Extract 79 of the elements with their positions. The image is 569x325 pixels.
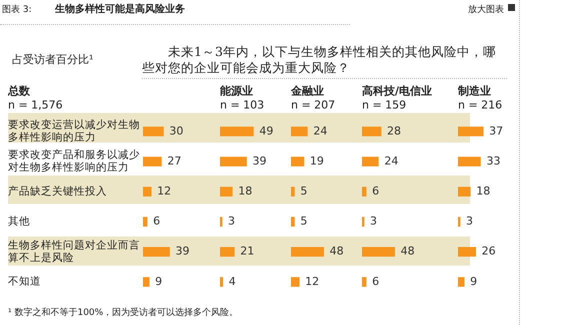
bar [362, 126, 382, 136]
bar [143, 247, 170, 257]
bar [291, 277, 300, 287]
text: 总数 [7, 84, 31, 98]
bar [291, 126, 308, 136]
text: 图表 3: [2, 4, 32, 16]
y-tick-label: 其他 [8, 214, 30, 228]
data-label: 3 [466, 214, 474, 228]
data-label: 24 [313, 124, 328, 138]
chart-subtitle: n = 207 [291, 98, 336, 112]
data-label: 24 [384, 154, 398, 168]
bar [362, 247, 395, 257]
bar [458, 156, 481, 166]
bar [143, 277, 150, 287]
data-label: 9 [155, 274, 162, 288]
data-label: 4 [228, 274, 236, 288]
data-label: 27 [167, 154, 182, 168]
bar [143, 156, 162, 166]
y-tick-label: 要求改变产品和服务以减少对生物多样性影响的压力 [8, 148, 140, 174]
text: 放大图表 [468, 4, 504, 16]
y-tick-label: 不知道 [8, 276, 41, 288]
data-label: 49 [259, 124, 274, 138]
y-tick-label: 要求改变运营以减少对生物多样性影响的压力 [8, 118, 140, 144]
data-label: 3 [228, 214, 236, 228]
data-label: 37 [489, 124, 504, 138]
text: n = 1,576 [8, 98, 63, 112]
bar [291, 186, 295, 196]
data-label: 19 [310, 154, 324, 168]
data-label: 39 [252, 154, 267, 168]
data-label: 9 [470, 274, 478, 288]
bar [220, 247, 235, 257]
data-label: 6 [372, 274, 380, 288]
y-tick-label: 生物多样性问题对企业而言算不上是风险 [8, 238, 140, 264]
data-label: 12 [157, 184, 172, 198]
bar [362, 277, 366, 287]
bar [291, 156, 304, 166]
bar [362, 156, 379, 166]
data-label: 48 [400, 244, 415, 258]
data-label: 5 [300, 214, 308, 228]
data-label: 33 [486, 154, 500, 168]
bar [143, 186, 152, 196]
bar [458, 126, 484, 136]
chart-subtitle: n = 216 [458, 98, 502, 112]
data-label: 18 [476, 184, 490, 198]
text: 占受访者百分比¹ [12, 52, 94, 67]
data-label: 30 [169, 124, 184, 138]
bar [220, 156, 247, 166]
bar [220, 126, 254, 136]
bar [291, 247, 324, 257]
data-label: 6 [153, 214, 160, 228]
data-label: 48 [330, 244, 344, 258]
chart-title: 制造业 [457, 84, 491, 98]
text: 生物多样性可能是高风险业务 [55, 2, 185, 16]
text: ¹ 数字之和不等于100%，因为受访者可以选择多个风险。 [8, 306, 238, 319]
data-label: 12 [305, 274, 320, 288]
bar [143, 216, 148, 227]
chart-subtitle: n = 103 [220, 98, 264, 112]
chart-subtitle: n = 159 [362, 98, 406, 112]
data-label: 28 [387, 124, 402, 138]
data-label: 18 [238, 184, 252, 198]
data-label: 3 [370, 214, 378, 228]
chart-title: 能源业 [220, 84, 253, 98]
data-label: 39 [176, 244, 190, 258]
y-tick-label: 产品缺乏关键性投入 [8, 184, 107, 198]
bar [458, 247, 476, 257]
bar [362, 186, 366, 196]
bar [143, 126, 164, 136]
bar [291, 216, 295, 227]
bar [458, 277, 464, 287]
chart-title: 金融业 [290, 84, 324, 98]
data-label: 21 [240, 244, 254, 258]
data-label: 5 [300, 184, 308, 198]
text: 未来1～3年内，以下与生物多样性相关的其他风险中，哪些对您的企业可能会成为重大风险？ [142, 44, 497, 76]
data-label: 26 [482, 244, 496, 258]
bar [220, 277, 224, 287]
bar [220, 186, 233, 196]
data-label: 6 [372, 184, 380, 198]
bar [458, 186, 471, 196]
chart-title: 高科技/电信业 [362, 84, 432, 98]
